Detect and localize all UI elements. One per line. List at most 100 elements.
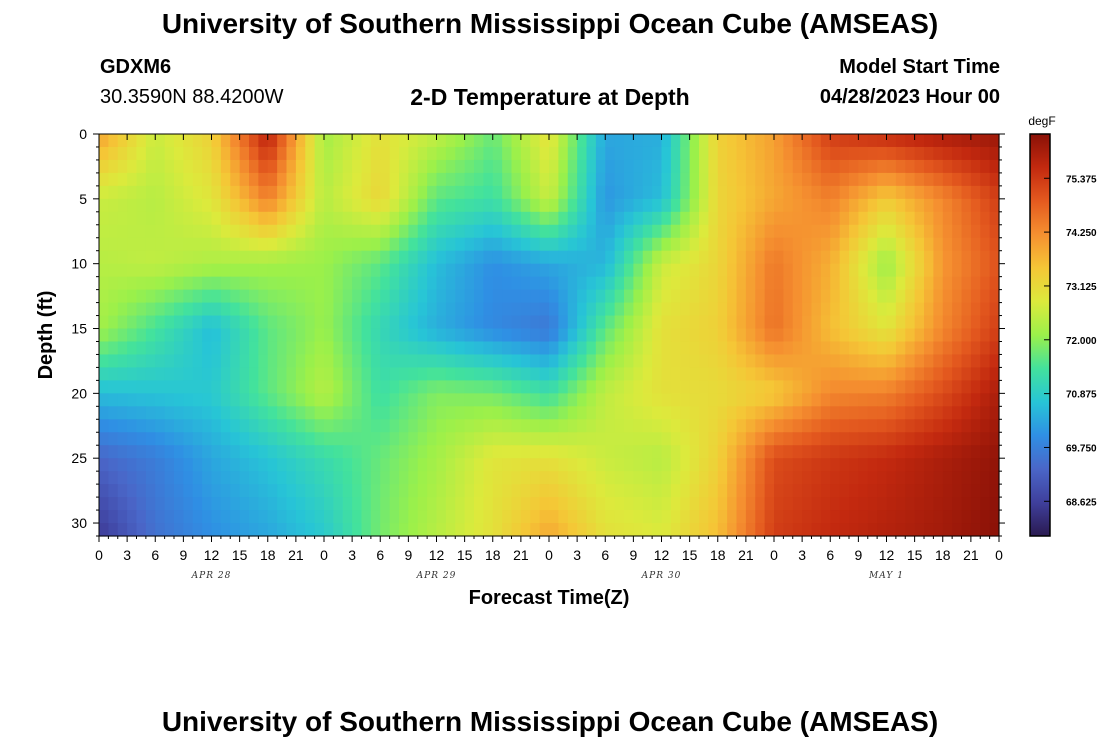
heatmap-cell bbox=[220, 432, 231, 446]
heatmap-cell bbox=[492, 510, 503, 524]
heatmap-cell bbox=[464, 185, 475, 200]
heatmap-cell bbox=[220, 250, 231, 265]
heatmap-cell bbox=[614, 419, 625, 433]
heatmap-cell bbox=[530, 354, 541, 369]
heatmap-cell bbox=[924, 419, 934, 433]
heatmap-cell bbox=[502, 172, 513, 187]
heatmap-cell bbox=[942, 159, 953, 174]
heatmap-cell bbox=[249, 198, 259, 213]
heatmap-cell bbox=[249, 406, 259, 420]
heatmap-cell bbox=[849, 289, 859, 304]
heatmap-cell bbox=[455, 159, 466, 174]
heatmap-cell bbox=[295, 393, 306, 407]
heatmap-cell bbox=[924, 354, 934, 369]
heatmap-cell bbox=[689, 393, 700, 407]
heatmap-cell bbox=[764, 159, 775, 174]
heatmap-cell bbox=[520, 419, 531, 433]
heatmap-cell bbox=[483, 302, 494, 317]
heatmap-cell bbox=[717, 302, 728, 317]
heatmap-cell bbox=[277, 367, 288, 381]
heatmap-cell bbox=[849, 134, 859, 148]
heatmap-cell bbox=[699, 523, 709, 537]
heatmap-cell bbox=[952, 315, 963, 330]
heatmap-cell bbox=[877, 172, 888, 187]
heatmap-cell bbox=[520, 510, 531, 524]
heatmap-cell bbox=[661, 432, 672, 446]
heatmap-cell bbox=[839, 185, 850, 200]
heatmap-cell bbox=[670, 211, 681, 226]
heatmap-cell bbox=[230, 328, 241, 343]
heatmap-cell bbox=[802, 328, 813, 343]
heatmap-cell bbox=[942, 406, 953, 420]
heatmap-cell bbox=[727, 289, 738, 304]
heatmap-cell bbox=[192, 185, 203, 200]
heatmap-cell bbox=[211, 224, 222, 239]
heatmap-cell bbox=[942, 367, 953, 381]
heatmap-cell bbox=[783, 393, 794, 407]
heatmap-cell bbox=[211, 432, 222, 446]
heatmap-cell bbox=[605, 367, 616, 381]
heatmap-cell bbox=[408, 419, 419, 433]
heatmap-cell bbox=[661, 302, 672, 317]
heatmap-cell bbox=[333, 406, 344, 420]
heatmap-cell bbox=[970, 134, 981, 148]
heatmap-cell bbox=[417, 393, 428, 407]
heatmap-cell bbox=[445, 224, 456, 239]
heatmap-cell bbox=[99, 211, 109, 226]
heatmap-cell bbox=[933, 393, 944, 407]
heatmap-cell bbox=[820, 328, 831, 343]
heatmap-cell bbox=[258, 172, 269, 187]
heatmap-cell bbox=[389, 523, 400, 537]
heatmap-cell bbox=[886, 302, 897, 317]
heatmap-cell bbox=[464, 159, 475, 174]
heatmap-cell bbox=[549, 289, 559, 304]
heatmap-cell bbox=[586, 172, 597, 187]
heatmap-cell bbox=[970, 354, 981, 369]
heatmap-cell bbox=[145, 172, 156, 187]
main-title: University of Southern Mississippi Ocean… bbox=[161, 8, 939, 39]
heatmap-cell bbox=[895, 419, 906, 433]
heatmap-cell bbox=[624, 432, 634, 446]
heatmap-cell bbox=[961, 289, 972, 304]
heatmap-cell bbox=[108, 419, 119, 433]
heatmap-cell bbox=[914, 146, 925, 161]
heatmap-cell bbox=[970, 172, 981, 187]
heatmap-cell bbox=[136, 263, 147, 278]
heatmap-cell bbox=[886, 445, 897, 459]
heatmap-cell bbox=[333, 497, 344, 511]
y-tick-label: 30 bbox=[71, 515, 87, 531]
heatmap-cell bbox=[455, 523, 466, 537]
heatmap-cell bbox=[474, 523, 484, 537]
heatmap-cell bbox=[905, 445, 916, 459]
heatmap-cell bbox=[436, 172, 447, 187]
heatmap-cell bbox=[202, 406, 213, 420]
heatmap-cell bbox=[595, 341, 606, 356]
heatmap-cell bbox=[699, 315, 709, 330]
heatmap-cell bbox=[539, 419, 550, 433]
heatmap-cell bbox=[342, 458, 353, 472]
heatmap-cell bbox=[520, 276, 531, 291]
heatmap-cell bbox=[314, 146, 325, 161]
heatmap-cell bbox=[595, 211, 606, 226]
heatmap-cell bbox=[727, 250, 738, 265]
heatmap-cell bbox=[783, 302, 794, 317]
heatmap-cell bbox=[895, 172, 906, 187]
heatmap-cell bbox=[108, 367, 119, 381]
heatmap-cell bbox=[474, 315, 484, 330]
heatmap-cell bbox=[652, 250, 663, 265]
heatmap-cell bbox=[905, 185, 916, 200]
heatmap-cell bbox=[483, 185, 494, 200]
heatmap-cell bbox=[586, 497, 597, 511]
heatmap-cell bbox=[980, 250, 991, 265]
x-tick-label: 15 bbox=[682, 547, 698, 563]
heatmap-cell bbox=[567, 354, 578, 369]
heatmap-cell bbox=[633, 134, 644, 148]
heatmap-cell bbox=[511, 471, 522, 485]
heatmap-cell bbox=[736, 380, 747, 394]
heatmap-cell bbox=[577, 263, 588, 278]
heatmap-cell bbox=[970, 523, 981, 537]
heatmap-cell bbox=[661, 341, 672, 356]
model-start-label: Model Start Time bbox=[839, 56, 1000, 78]
heatmap-cell bbox=[699, 471, 709, 485]
heatmap-cell bbox=[455, 289, 466, 304]
